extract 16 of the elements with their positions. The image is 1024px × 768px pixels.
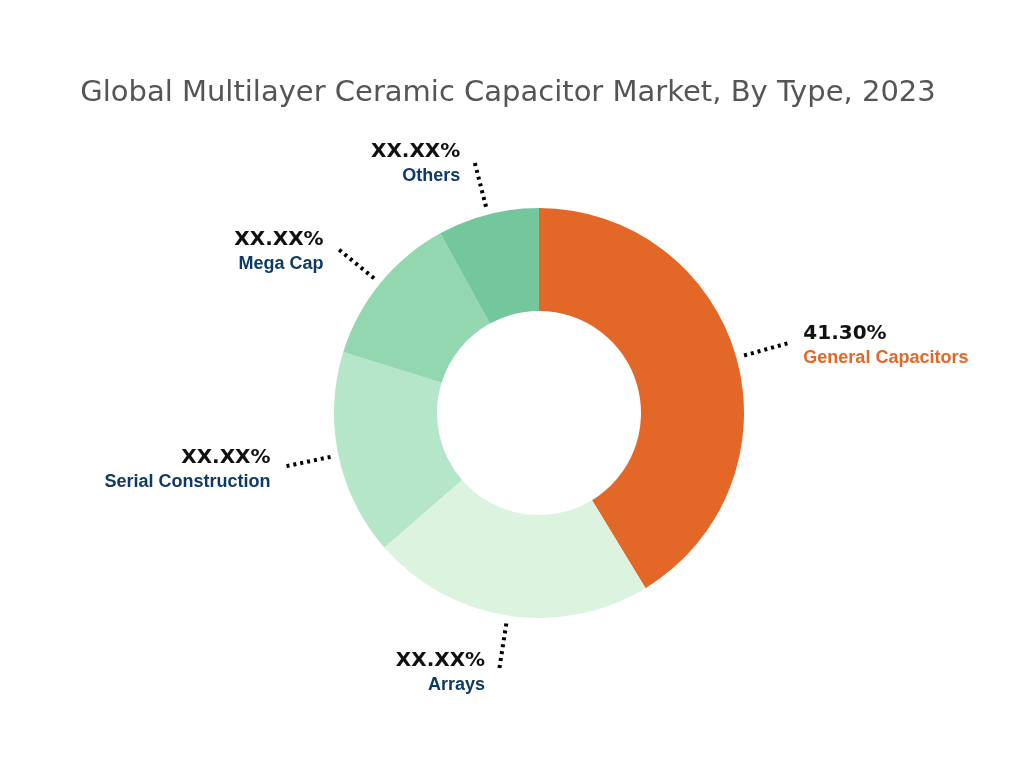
chart-title: Global Multilayer Ceramic Capacitor Market, By Type, 2023: [79, 73, 937, 110]
data-label: 41.30%: [803, 319, 887, 344]
slice-label: Mega Cap: [238, 252, 324, 273]
donut-slice: [334, 352, 463, 548]
data-label: XX.XX%: [395, 646, 486, 671]
donut-slice: [384, 479, 646, 618]
slice-label: Serial Construction: [104, 470, 271, 491]
donut-slice: [343, 233, 490, 383]
donut-slice: [440, 208, 539, 324]
slice-label: Arrays: [428, 673, 486, 694]
data-label: XX.XX%: [181, 443, 271, 468]
slice-label: Others: [402, 165, 461, 186]
donut-slice: [539, 208, 744, 589]
data-label: XX.XX%: [371, 138, 461, 163]
data-label: XX.XX%: [234, 225, 324, 250]
slice-label: General Capacitors: [803, 346, 969, 367]
